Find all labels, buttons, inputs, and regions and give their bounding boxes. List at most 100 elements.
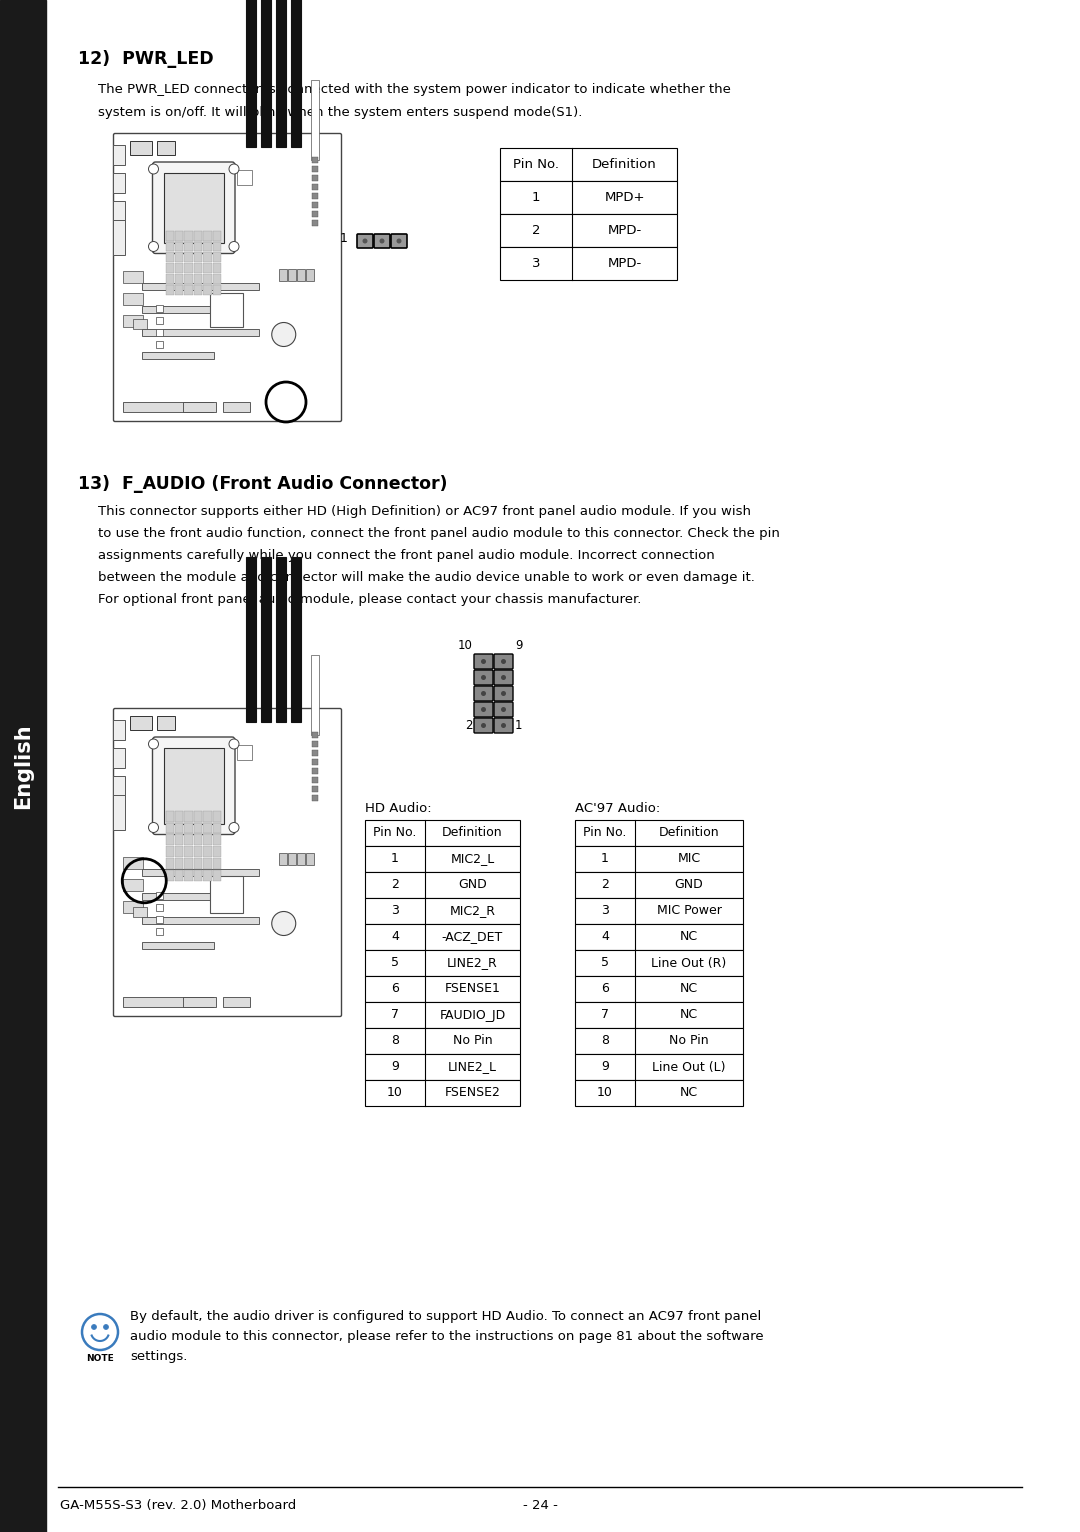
FancyBboxPatch shape	[391, 234, 407, 248]
Bar	[123, 401, 213, 412]
Text: By default, the audio driver is configured to support HD Audio. To connect an AC: By default, the audio driver is configur…	[130, 1310, 761, 1324]
Bar	[222, 997, 249, 1007]
FancyBboxPatch shape	[494, 669, 513, 685]
Circle shape	[396, 239, 402, 244]
Bar	[203, 846, 212, 858]
Bar	[213, 858, 221, 869]
Text: 10: 10	[387, 1086, 403, 1100]
FancyBboxPatch shape	[474, 702, 492, 717]
Bar	[175, 858, 184, 869]
Text: HD Audio:: HD Audio:	[365, 801, 432, 815]
Circle shape	[481, 676, 486, 680]
Circle shape	[229, 738, 239, 749]
Bar	[193, 274, 202, 283]
Bar	[213, 810, 221, 821]
Bar	[183, 997, 216, 1007]
Bar	[165, 823, 174, 833]
Circle shape	[229, 164, 239, 175]
Text: 9: 9	[391, 1060, 399, 1074]
Bar	[311, 193, 318, 199]
Text: -ACZ_DET: -ACZ_DET	[442, 930, 503, 944]
Text: audio module to this connector, please refer to the instructions on page 81 abou: audio module to this connector, please r…	[130, 1330, 764, 1344]
Bar	[575, 976, 743, 1002]
Bar	[280, 270, 287, 280]
Text: AC'97 Audio:: AC'97 Audio:	[575, 801, 660, 815]
Bar	[123, 316, 143, 328]
Bar	[203, 253, 212, 262]
Bar	[156, 305, 162, 311]
Text: MPD-: MPD-	[607, 224, 642, 237]
Bar	[185, 810, 192, 821]
Bar	[185, 231, 192, 241]
Bar	[311, 777, 318, 783]
Bar	[365, 898, 519, 924]
Bar	[311, 656, 319, 735]
Bar	[123, 293, 143, 305]
FancyBboxPatch shape	[474, 686, 492, 702]
Bar	[237, 170, 252, 185]
Bar	[165, 274, 174, 283]
Bar	[185, 846, 192, 858]
Text: 2: 2	[602, 878, 609, 892]
Bar	[123, 997, 213, 1007]
Bar	[213, 823, 221, 833]
Bar	[175, 835, 184, 846]
Bar	[213, 264, 221, 273]
Bar	[291, 0, 300, 147]
Bar	[311, 184, 318, 190]
Bar	[307, 853, 314, 866]
Text: FSENSE1: FSENSE1	[445, 982, 500, 996]
Bar	[311, 211, 318, 218]
Text: Definition: Definition	[659, 826, 719, 840]
FancyBboxPatch shape	[113, 133, 341, 421]
Text: Line Out (R): Line Out (R)	[651, 956, 727, 970]
Bar	[203, 231, 212, 241]
Bar	[213, 274, 221, 283]
Text: GND: GND	[675, 878, 703, 892]
Bar	[203, 810, 212, 821]
Bar	[156, 904, 162, 912]
FancyBboxPatch shape	[152, 737, 235, 835]
Bar	[275, 0, 285, 147]
Text: MIC2_R: MIC2_R	[449, 904, 496, 918]
Text: 9: 9	[515, 639, 523, 653]
Bar	[575, 898, 743, 924]
Bar	[175, 274, 184, 283]
Bar	[157, 141, 175, 155]
Bar	[113, 146, 125, 165]
Bar	[123, 856, 143, 869]
Bar	[365, 1028, 519, 1054]
Circle shape	[149, 738, 159, 749]
Text: 10: 10	[597, 1086, 613, 1100]
FancyBboxPatch shape	[494, 654, 513, 669]
Bar	[193, 810, 202, 821]
Bar	[311, 156, 318, 162]
Text: MPD+: MPD+	[604, 192, 645, 204]
Circle shape	[379, 239, 384, 244]
Text: 2: 2	[531, 224, 540, 237]
Bar	[113, 777, 125, 797]
Text: to use the front audio function, connect the front panel audio module to this co: to use the front audio function, connect…	[98, 527, 780, 539]
Bar	[311, 758, 318, 764]
Bar	[175, 810, 184, 821]
Bar	[575, 872, 743, 898]
Bar	[575, 950, 743, 976]
Bar	[185, 858, 192, 869]
Bar	[311, 732, 318, 738]
Bar	[193, 835, 202, 846]
Text: The PWR_LED connector is connected with the system power indicator to indicate w: The PWR_LED connector is connected with …	[98, 83, 731, 97]
Bar	[141, 869, 259, 876]
Bar	[365, 1080, 519, 1106]
Text: 4: 4	[602, 930, 609, 944]
Text: - 24 -: - 24 -	[523, 1498, 557, 1512]
Circle shape	[501, 723, 507, 728]
Bar	[185, 835, 192, 846]
Bar	[163, 173, 224, 242]
Text: 1: 1	[340, 233, 348, 245]
Bar	[133, 907, 147, 918]
Bar	[141, 306, 214, 313]
Text: MIC2_L: MIC2_L	[450, 852, 495, 866]
Bar	[213, 846, 221, 858]
Bar	[113, 748, 125, 768]
Text: 3: 3	[602, 904, 609, 918]
